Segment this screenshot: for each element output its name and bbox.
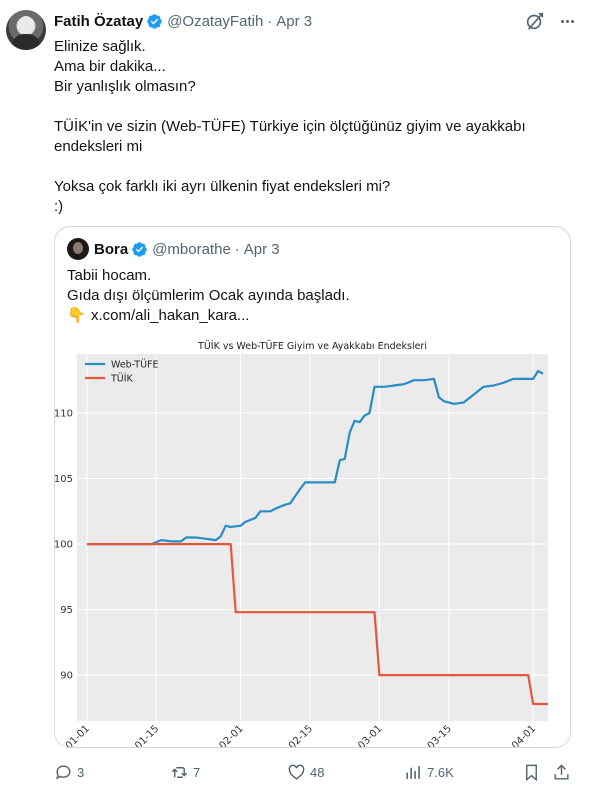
plot-area — [77, 354, 548, 721]
tweet-line: endeksleri mi — [54, 138, 143, 155]
y-tick-label: 110 — [55, 408, 73, 419]
quote-line: Gıda dışı ölçümlerim Ocak ayında başladı… — [67, 287, 350, 304]
quote-date[interactable]: Apr 3 — [243, 240, 280, 258]
legend-label: Web-TÜFE — [111, 360, 159, 371]
tweet-line-break — [54, 97, 574, 117]
tweet-date[interactable]: Apr 3 — [276, 12, 313, 30]
header-separator: · — [267, 12, 273, 30]
quote-line: Tabii hocam. — [67, 267, 152, 284]
tweet-line: :) — [54, 198, 64, 215]
share-icon — [554, 763, 569, 780]
tweet-line: TÜİK'in ve sizin (Web-TÜFE) Türkiye için… — [54, 118, 526, 135]
author-handle[interactable]: @OzatayFatih — [167, 12, 264, 30]
quote-link-line: 👇 x.com/ali_hakan_kara... — [67, 306, 557, 326]
bookmark-icon — [526, 764, 537, 781]
quote-text: Tabii hocam. Gıda dışı ölçümlerim Ocak a… — [67, 266, 557, 326]
views-button[interactable]: 7.6K — [404, 760, 454, 784]
action-bar: 3 7 48 7.6K — [0, 760, 596, 784]
heart-icon — [288, 764, 305, 780]
views-count: 7.6K — [427, 764, 454, 780]
more-options-icon[interactable] — [556, 10, 578, 32]
author-avatar[interactable] — [6, 10, 46, 50]
series-line-web-tufe — [86, 369, 544, 546]
repost-button[interactable]: 7 — [170, 760, 200, 784]
verified-badge-icon — [147, 13, 162, 29]
y-tick-label: 90 — [60, 671, 73, 682]
author-name[interactable]: Fatih Özatay — [54, 12, 144, 30]
quote-author-name[interactable]: Bora — [94, 240, 129, 258]
tweet-header: Fatih Özatay @OzatayFatih · Apr 3 — [54, 11, 312, 31]
like-count: 48 — [310, 764, 325, 780]
quote-author-handle[interactable]: @mborathe — [152, 240, 231, 258]
tweet-line-break — [54, 157, 574, 177]
tweet-line: Yoksa çok farklı iki ayrı ülkenin fiyat … — [54, 178, 391, 195]
quoted-tweet[interactable]: Bora @mborathe · Apr 3 Tabii hocam. Gıda… — [54, 226, 571, 748]
quote-author-avatar[interactable] — [67, 238, 89, 260]
grok-icon[interactable] — [524, 10, 546, 32]
verified-badge-icon — [132, 241, 147, 257]
repost-count: 7 — [193, 764, 201, 780]
legend-label: TÜİK — [110, 374, 134, 385]
tweet-text: Elinize sağlık. Ama bir dakika... Bir ya… — [54, 37, 574, 217]
quote-header-separator: · — [234, 240, 240, 258]
y-tick-label: 105 — [55, 474, 73, 485]
y-tick-label: 95 — [60, 605, 73, 616]
tweet-line: Bir yanlışlık olmasın? — [54, 78, 196, 95]
repost-icon — [171, 766, 188, 778]
y-tick-label: 100 — [55, 540, 73, 551]
bookmark-button[interactable] — [522, 760, 545, 784]
point-down-icon: 👇 — [67, 307, 86, 324]
reply-button[interactable]: 3 — [54, 760, 84, 784]
chart-title: TÜİK vs Web-TÜFE Giyim ve Ayakkabı Endek… — [197, 341, 427, 352]
line-chart: 90951001051102025-01-012025-01-152025-02… — [55, 338, 570, 747]
quote-link[interactable]: x.com/ali_hakan_kara... — [91, 307, 250, 324]
views-icon — [406, 765, 420, 779]
share-button[interactable] — [552, 760, 575, 784]
chart-image[interactable]: 90951001051102025-01-012025-01-152025-02… — [55, 338, 570, 747]
quote-header: Bora @mborathe · Apr 3 — [67, 238, 280, 260]
tweet-line: Ama bir dakika... — [54, 58, 166, 75]
tweet-line: Elinize sağlık. — [54, 38, 146, 55]
reply-count: 3 — [77, 764, 85, 780]
reply-icon — [56, 764, 71, 779]
series-line-tuik — [86, 543, 548, 706]
like-button[interactable]: 48 — [287, 760, 324, 784]
